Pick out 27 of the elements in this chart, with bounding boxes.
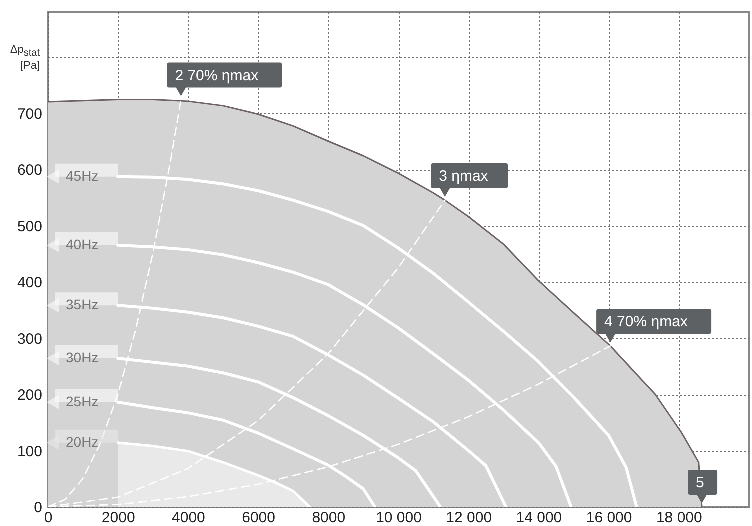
legend-label: 30Hz <box>66 350 99 366</box>
annotation: 4 70% ηmax <box>604 314 688 331</box>
legend-label: 45Hz <box>66 168 99 184</box>
legend-label: 25Hz <box>66 393 99 410</box>
y-tick-label: 500 <box>17 218 42 236</box>
y-tick-label: 700 <box>17 106 42 123</box>
x-tick-label: 18 000 <box>656 510 702 526</box>
x-tick-label: 0 <box>44 510 53 526</box>
x-tick-label: 2000 <box>102 510 136 526</box>
legend-label: 20Hz <box>66 434 99 450</box>
y-tick-label: 400 <box>17 274 42 292</box>
y-tick-label: 100 <box>17 443 42 460</box>
annotation: 2 70% ηmax <box>175 67 260 84</box>
x-tick-label: 12 000 <box>446 510 492 526</box>
x-tick-label: 16 000 <box>586 510 632 526</box>
x-tick-label: 8000 <box>312 510 346 526</box>
x-tick-label: 14 000 <box>516 510 562 526</box>
x-tick-label: 6000 <box>242 510 276 526</box>
y-tick-label: 300 <box>17 330 42 348</box>
y-tick-label: 200 <box>17 387 42 404</box>
x-tick-label: 4000 <box>172 510 206 526</box>
x-tick-label: 10 000 <box>376 510 422 526</box>
legend-label: 35Hz <box>66 296 99 313</box>
annotation: 3 ηmax <box>439 168 489 185</box>
annotation: 5 <box>696 474 704 492</box>
legend-label: 40Hz <box>66 236 99 252</box>
y-tick-label: 600 <box>17 162 42 179</box>
